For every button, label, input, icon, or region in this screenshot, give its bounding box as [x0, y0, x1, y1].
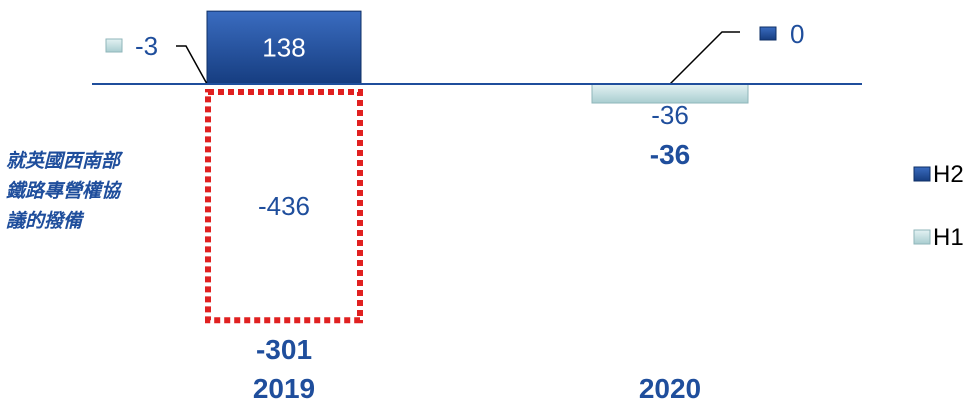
label-2019-provision: -436	[258, 191, 310, 221]
legend-label-h2: H2	[933, 161, 964, 188]
total-2020: -36	[650, 139, 690, 170]
label-2019-h1: -3	[135, 31, 158, 61]
bar-2019-provision-outline	[205, 89, 363, 324]
bar-2019-h2	[206, 10, 362, 85]
x-tick-2019: 2019	[253, 373, 315, 404]
total-2019: -301	[256, 334, 312, 365]
callout-marker-2020-h2	[759, 26, 777, 41]
legend-swatch-h2	[913, 166, 931, 182]
legend-swatch-h1	[913, 229, 931, 245]
provision-annotation: 就英國西南部 鐵路專營權協 議的撥備	[6, 150, 121, 232]
label-2020-h2: 0	[790, 19, 804, 49]
callout-line-2020-h2	[669, 31, 740, 85]
callout-line-2019-h1	[176, 45, 208, 85]
callout-marker-2019-h1	[105, 38, 123, 53]
x-tick-2020: 2020	[639, 373, 701, 404]
label-2020-h1: -36	[651, 100, 689, 130]
legend-label-h1: H1	[933, 224, 964, 251]
label-2019-h2: 138	[262, 33, 305, 63]
